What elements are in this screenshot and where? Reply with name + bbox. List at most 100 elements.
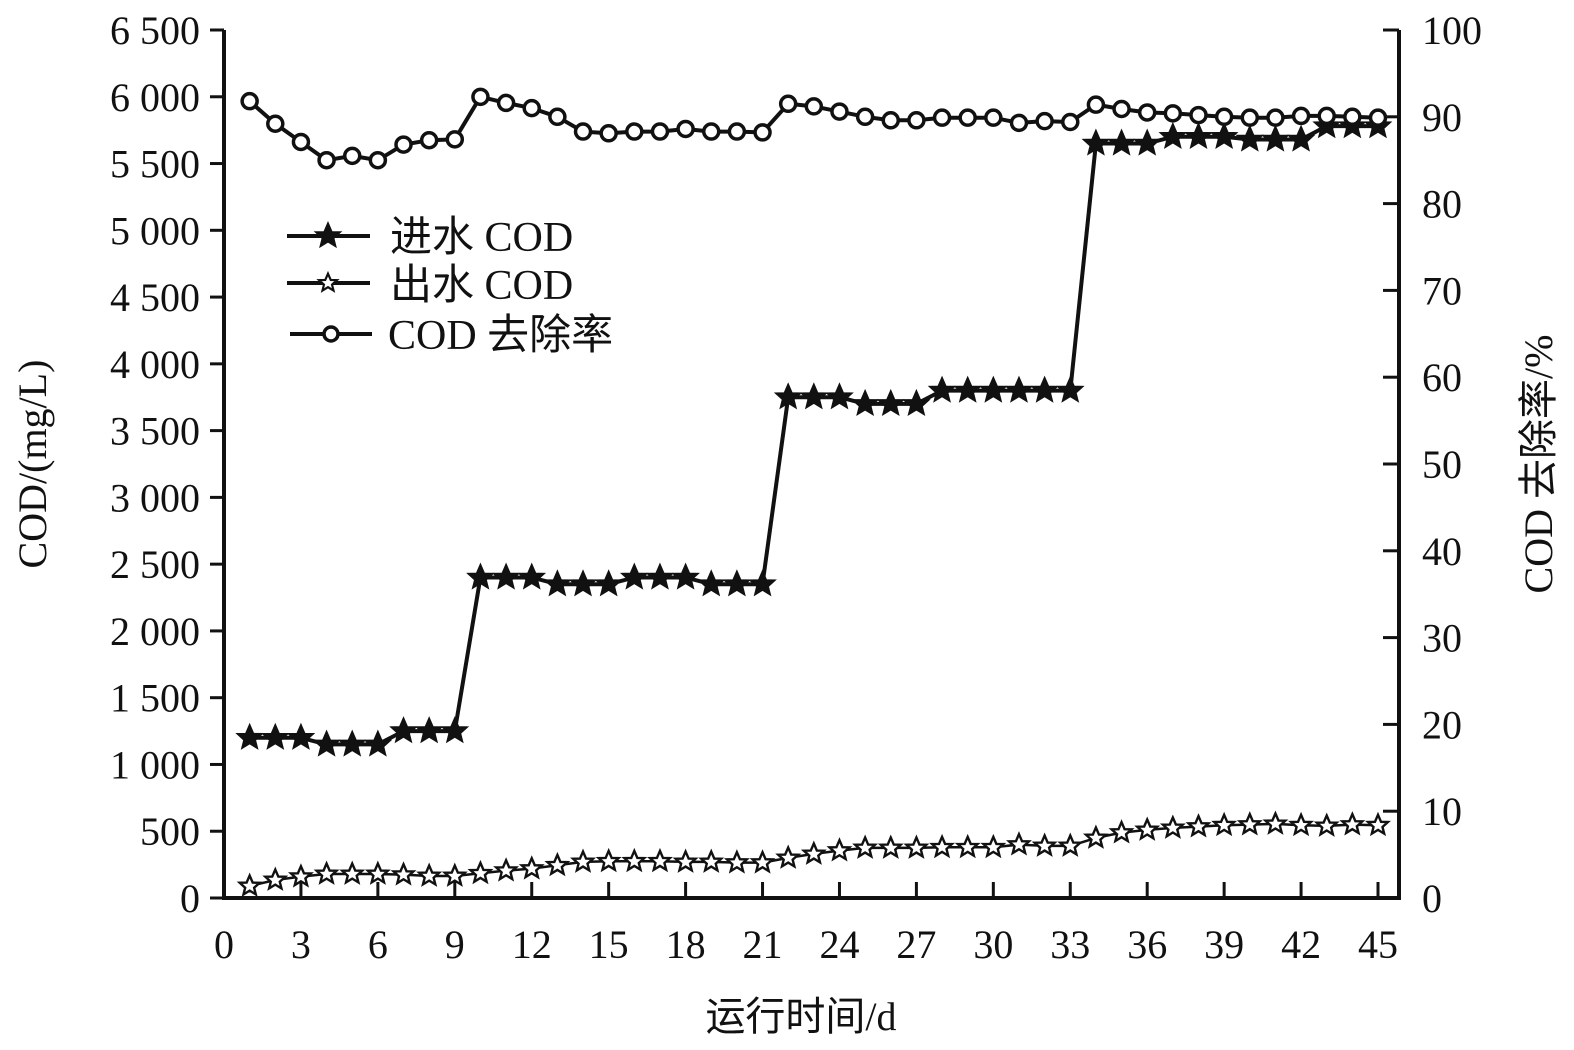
- data-point: [855, 107, 875, 127]
- data-point: [595, 570, 623, 596]
- data-point: [418, 864, 441, 886]
- data-point: [1264, 812, 1287, 834]
- data-point: [546, 853, 569, 875]
- data-point: [902, 389, 930, 416]
- data-point: [1136, 818, 1159, 840]
- data-point: [392, 863, 415, 885]
- legend: 进水 COD 出水 COD COD 去除率: [287, 215, 613, 359]
- x-tick-label: 18: [666, 922, 706, 967]
- data-point: [672, 563, 700, 590]
- data-point: [879, 836, 902, 858]
- data-point: [697, 570, 725, 596]
- data-point: [1189, 105, 1208, 125]
- data-point: [701, 122, 721, 141]
- y-left-tick-label: 6 000: [110, 75, 200, 120]
- x-tick-label: 24: [819, 922, 859, 967]
- data-point: [1009, 113, 1029, 133]
- data-point: [753, 123, 772, 142]
- x-tick-label: 3: [291, 922, 311, 967]
- x-tick-label: 45: [1358, 922, 1398, 967]
- x-tick-label: 27: [896, 922, 936, 967]
- data-point: [1366, 813, 1390, 835]
- data-point: [930, 835, 954, 857]
- legend-item-effluent-cod: 出水 COD: [287, 263, 573, 309]
- y-left-tick-label: 3 500: [110, 409, 200, 454]
- data-point: [907, 111, 926, 130]
- x-tick-label: 9: [445, 922, 465, 967]
- data-point: [1163, 104, 1183, 123]
- x-tick-label: 30: [973, 922, 1013, 967]
- data-point: [548, 107, 567, 127]
- data-point: [1236, 125, 1264, 152]
- data-point: [543, 570, 571, 596]
- y-right-tick-label: 50: [1422, 442, 1462, 487]
- data-point: [1289, 813, 1313, 835]
- y-left-axis-title: COD/(mg/L): [10, 360, 55, 569]
- y-left-tick-label: 5 500: [110, 142, 200, 187]
- data-point: [1007, 832, 1031, 855]
- data-point: [1005, 376, 1033, 403]
- y-left-tick-label: 2 500: [110, 542, 200, 587]
- data-point: [415, 716, 443, 743]
- data-point: [853, 836, 877, 858]
- data-point: [443, 864, 466, 886]
- data-point: [623, 849, 646, 871]
- y-left-tick-label: 5 000: [110, 208, 200, 253]
- data-point: [1110, 820, 1133, 843]
- y-left-tick-label: 6 500: [110, 8, 200, 53]
- y-right-tick-label: 0: [1422, 876, 1442, 921]
- data-point: [266, 114, 285, 133]
- x-tick-label: 0: [214, 922, 234, 967]
- data-point: [877, 389, 905, 416]
- data-point: [364, 730, 392, 756]
- x-tick-label: 6: [368, 922, 388, 967]
- data-point: [979, 376, 1007, 403]
- data-point: [341, 862, 364, 884]
- data-point: [956, 835, 979, 857]
- data-point: [315, 862, 338, 884]
- data-point: [520, 857, 543, 879]
- data-point: [1213, 813, 1236, 835]
- x-tick-label: 36: [1127, 922, 1167, 967]
- data-point: [1112, 99, 1131, 119]
- data-point: [573, 122, 593, 141]
- x-tick-label: 15: [589, 922, 629, 967]
- y-left-axis-ticks: 0 500 1 000 1 500 2 000 2 500 3 000 3 500 4 000 4…: [110, 8, 224, 921]
- data-point: [1261, 125, 1289, 152]
- data-point: [646, 563, 674, 590]
- legend-item-removal-rate: COD 去除率: [290, 312, 613, 359]
- svg-text:进水 COD: 进水 COD: [390, 215, 573, 261]
- y-left-tick-label: 2 000: [110, 609, 200, 654]
- data-point: [881, 111, 901, 130]
- data-point: [394, 135, 413, 154]
- data-point: [1240, 108, 1260, 127]
- data-point: [597, 849, 620, 871]
- data-point: [954, 376, 982, 403]
- data-point: [1287, 125, 1315, 152]
- y-right-tick-label: 70: [1422, 268, 1462, 313]
- data-point: [238, 874, 261, 896]
- y-left-tick-label: 1 000: [110, 742, 200, 787]
- data-point: [751, 851, 774, 873]
- series-2: [240, 87, 1388, 170]
- y-right-tick-label: 30: [1422, 616, 1462, 661]
- data-point: [291, 132, 311, 152]
- data-point: [1108, 129, 1136, 156]
- data-point: [599, 124, 618, 143]
- data-point: [1343, 107, 1362, 127]
- data-point: [1061, 112, 1080, 132]
- data-point: [1133, 129, 1161, 156]
- data-point: [804, 97, 824, 116]
- y-right-tick-label: 40: [1422, 529, 1462, 574]
- data-point: [1161, 816, 1184, 838]
- data-point: [496, 93, 516, 113]
- series-1: [238, 812, 1390, 896]
- data-point: [958, 108, 977, 127]
- data-point: [419, 130, 439, 150]
- data-point: [1059, 834, 1082, 856]
- data-point: [932, 108, 952, 127]
- y-right-tick-label: 90: [1422, 95, 1462, 140]
- data-point: [1291, 106, 1311, 126]
- filled-star-icon: [314, 221, 342, 248]
